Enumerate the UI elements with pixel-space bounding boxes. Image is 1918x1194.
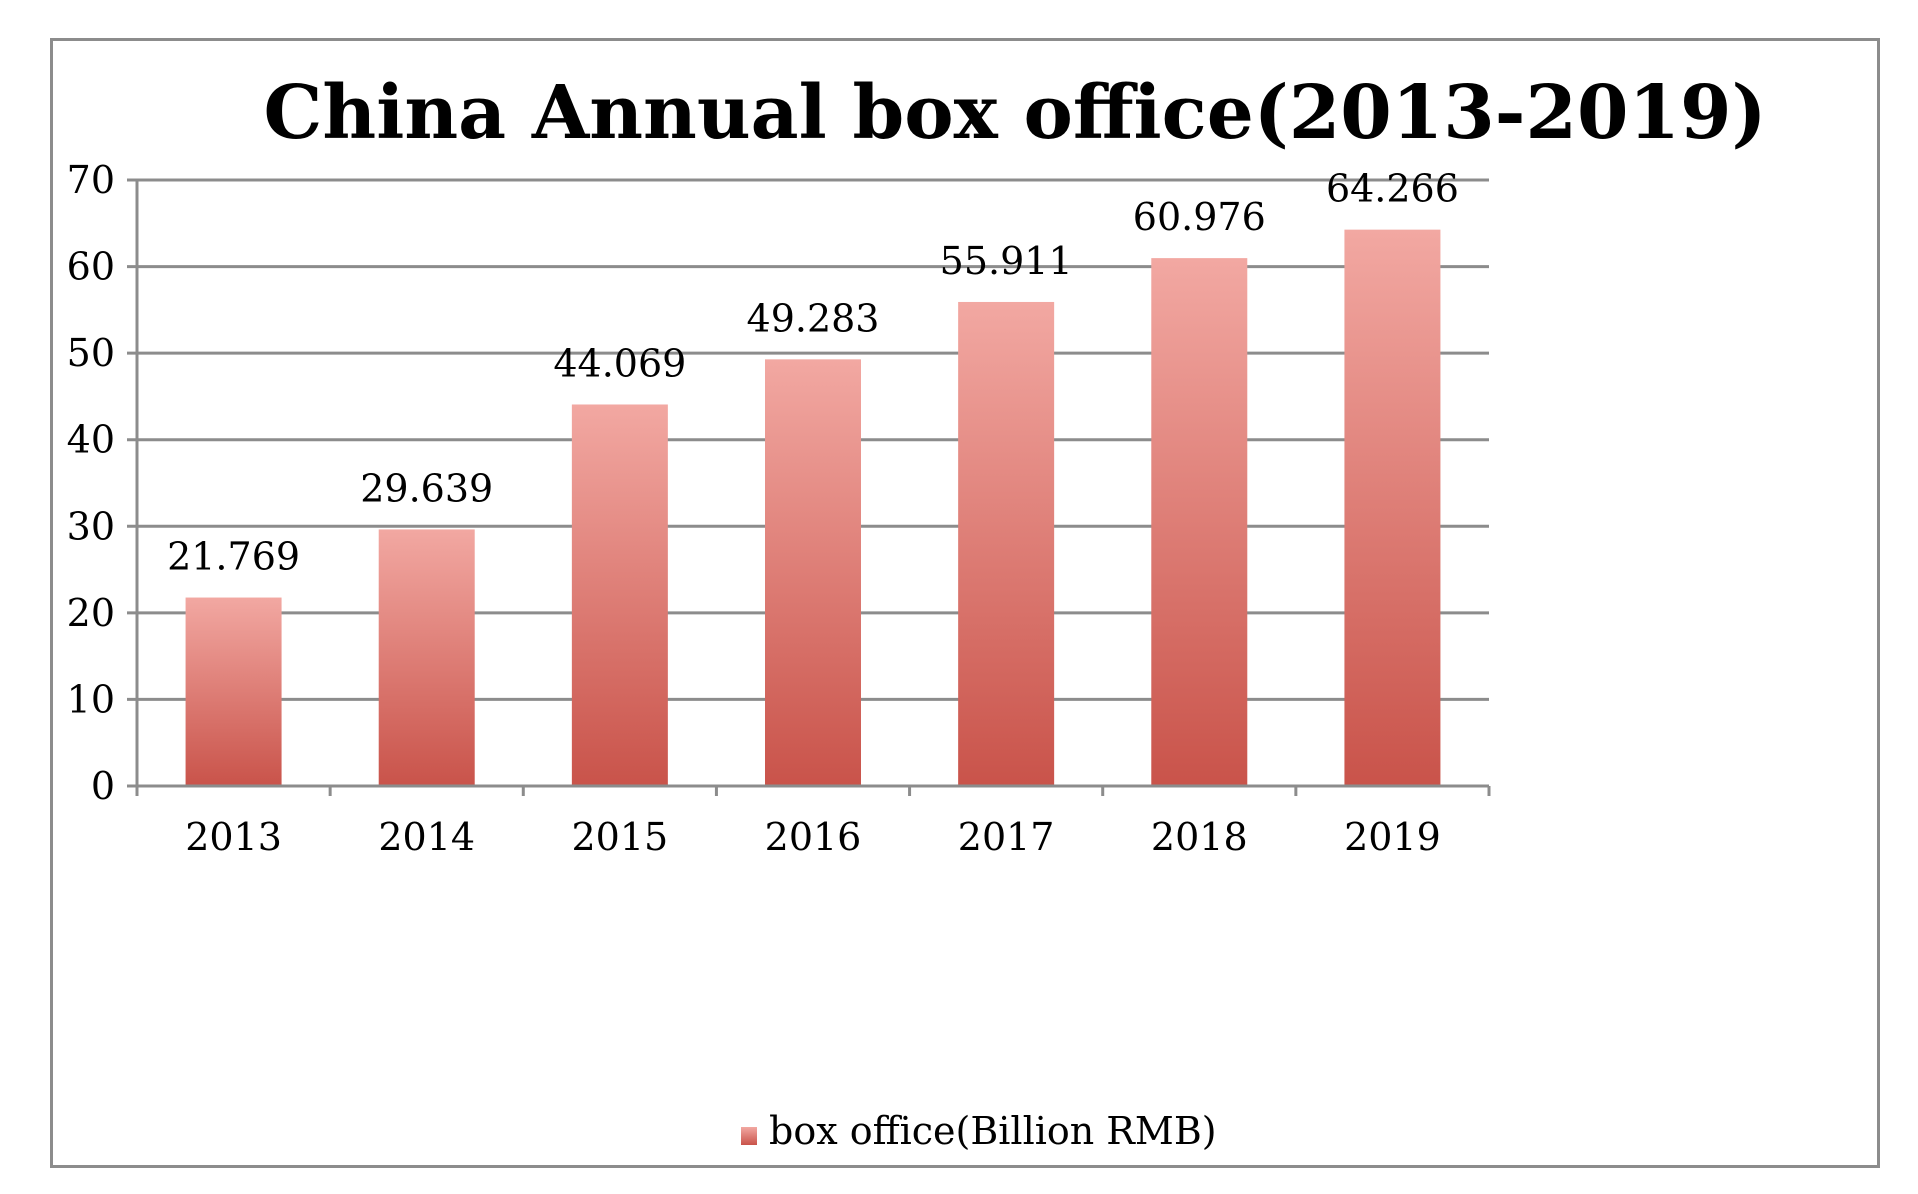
bar-chart: China Annual box office(2013-2019) 21.76… bbox=[67, 70, 1767, 1153]
chart-title: China Annual box office(2013-2019) bbox=[264, 70, 1767, 156]
bar-2017 bbox=[958, 301, 1055, 786]
data-label-2017: 55.911 bbox=[940, 239, 1073, 283]
y-tick-label: 10 bbox=[67, 677, 115, 721]
data-label-2018: 60.976 bbox=[1133, 195, 1266, 239]
data-label-2019: 64.266 bbox=[1326, 167, 1459, 211]
y-tick-label: 0 bbox=[91, 764, 115, 808]
axes: 0 10 20 30 40 50 60 70 2013 2014 2015 2016 2017 2018 2… bbox=[67, 158, 1491, 859]
data-label-2016: 49.283 bbox=[747, 296, 880, 340]
y-tick-label: 50 bbox=[67, 331, 115, 375]
x-tick-label-2018: 2018 bbox=[1151, 815, 1248, 859]
bar-2014 bbox=[378, 529, 475, 786]
bar-2019 bbox=[1344, 229, 1441, 786]
bar-2016 bbox=[765, 359, 861, 786]
bar-2018 bbox=[1151, 258, 1248, 786]
bars: 21.769 29.639 44.069 49.283 55.911 60.976 64.2… bbox=[167, 167, 1459, 786]
x-tick-label-2019: 2019 bbox=[1344, 815, 1441, 859]
y-tick-label: 20 bbox=[67, 591, 115, 635]
bar-2015 bbox=[571, 404, 668, 786]
y-tick-label: 30 bbox=[67, 504, 115, 548]
bar-2013 bbox=[185, 597, 282, 786]
legend-label: box office(Billion RMB) bbox=[769, 1109, 1217, 1153]
x-tick-label-2016: 2016 bbox=[765, 815, 862, 859]
x-tick-label-2013: 2013 bbox=[185, 815, 282, 859]
x-tick-label-2017: 2017 bbox=[958, 815, 1055, 859]
y-tick-label: 40 bbox=[67, 418, 115, 462]
x-tick-label-2015: 2015 bbox=[571, 815, 668, 859]
data-label-2015: 44.069 bbox=[553, 341, 686, 385]
data-label-2014: 29.639 bbox=[360, 466, 493, 510]
chart-frame: China Annual box office(2013-2019) 21.76… bbox=[50, 38, 1880, 1168]
x-tick-label-2014: 2014 bbox=[378, 815, 475, 859]
legend: box office(Billion RMB) bbox=[741, 1109, 1217, 1153]
data-label-2013: 21.769 bbox=[167, 535, 300, 579]
y-tick-label: 70 bbox=[67, 158, 115, 202]
y-tick-label: 60 bbox=[67, 245, 115, 289]
legend-swatch bbox=[741, 1127, 757, 1145]
